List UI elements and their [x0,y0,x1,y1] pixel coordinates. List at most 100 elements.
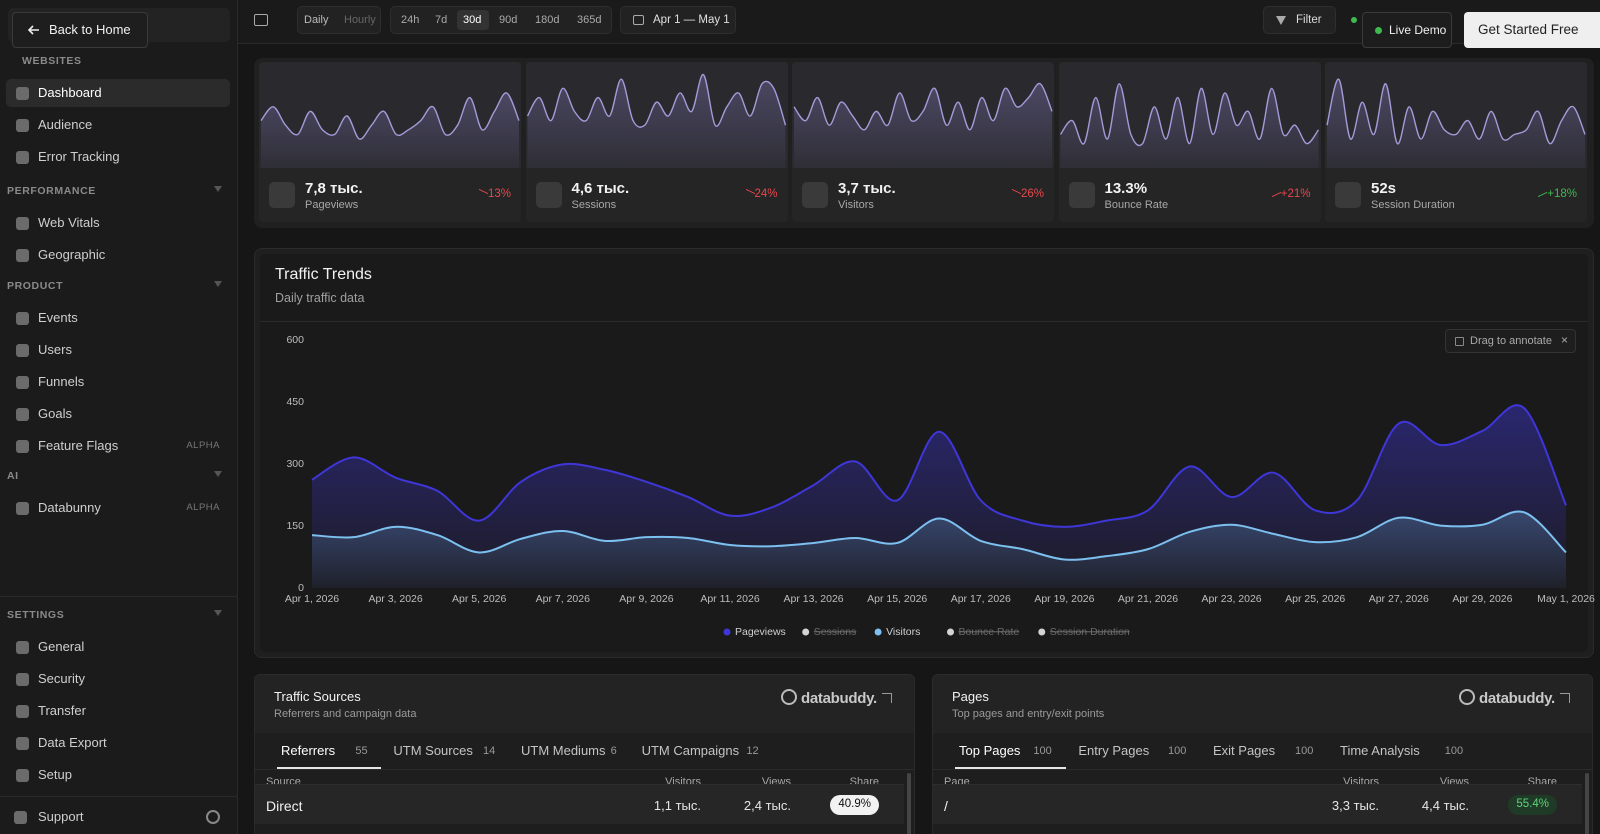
nav-item[interactable]: Dashboard [6,79,230,107]
tab-label: Time Analysis [1340,743,1420,758]
support-item[interactable]: Support [6,803,230,831]
nav-label: General [38,639,85,654]
metric-card: 52s Session Duration +18% [1325,62,1587,222]
trend-arrow [479,188,488,200]
y-tick-label: 300 [286,458,304,470]
tab[interactable]: Entry Pages 100 [1074,733,1201,769]
y-tick-label: 150 [286,520,304,532]
icon [16,217,29,230]
table-card: Traffic Sources Referrers and campaign da… [254,674,915,834]
x-tick-label: May 1, 2026 [1537,593,1595,605]
back-label: Back to Home [49,22,131,37]
tab[interactable]: Top Pages 100 [955,733,1067,769]
x-tick-label: Apr 21, 2026 [1118,593,1178,605]
legend-label[interactable]: Pageviews [735,626,786,638]
legend-label[interactable]: Sessions [814,626,857,638]
tab-label: UTM Campaigns [641,743,740,758]
icon [16,737,29,750]
x-tick-label: Apr 17, 2026 [951,593,1011,605]
tab[interactable]: Exit Pages 100 [1209,733,1328,769]
legend-swatch [874,628,882,636]
nav-item[interactable]: General [6,633,230,661]
sparkline-bg [259,62,521,168]
metric-label: Visitors [838,199,874,211]
metric-icon [802,182,828,208]
column-header: Source [266,776,301,788]
icon [16,502,29,515]
metrics-wrap [254,58,1594,228]
tab-count: 100 [1033,745,1052,757]
nav-label: Data Export [38,735,107,750]
icon [16,249,29,262]
metric-change: 26% [1020,188,1044,200]
x-tick-label: Apr 25, 2026 [1285,593,1345,605]
legend-label[interactable]: Session Duration [1050,626,1130,638]
metric-change: 13% [487,188,511,200]
nav-item[interactable]: Error Tracking [6,143,230,171]
icon [16,376,29,389]
table-row[interactable] [933,784,1582,824]
legend-swatch [723,628,731,636]
metric-label: Session Duration [1371,199,1455,211]
sparkline [260,92,520,140]
nav-item[interactable]: Setup [6,761,230,789]
nav-item[interactable]: Transfer [6,697,230,725]
tab-count: 100 [1167,745,1187,757]
icon [16,87,29,100]
section-title: SETTINGS [7,609,65,621]
column-header: Share [1527,776,1557,788]
legend-label[interactable]: Bounce Rate [959,626,1020,638]
nav-item[interactable]: Geographic [6,241,230,269]
arrow-icon [27,25,39,35]
nav-label: Dashboard [38,85,102,100]
tab-count: 12 [746,745,759,757]
x-tick-label: Apr 19, 2026 [1034,593,1094,605]
card-title: Pages [952,689,989,704]
annotate-button[interactable]: Drag to annotate × [1445,329,1576,353]
nav-item[interactable]: Goals [6,400,230,428]
tab[interactable]: UTM Campaigns 12 [638,733,773,769]
back-button[interactable]: Back to Home [12,12,148,48]
table-row[interactable] [255,784,904,824]
theme-toggle[interactable] [206,810,220,824]
nav-item[interactable]: Security [6,665,230,693]
nav-item[interactable]: Data Export [6,729,230,757]
nav-item[interactable]: Events [6,304,230,332]
nav-item[interactable]: Funnels [6,368,230,396]
x-tick-label: Apr 11, 2026 [700,593,760,605]
icon [16,440,29,453]
expand-icon[interactable] [1560,693,1570,703]
x-tick-label: Apr 29, 2026 [1452,593,1512,605]
metric-card: 3,7 тыс. Visitors 26% [792,62,1054,222]
row-label: / [944,798,948,814]
nav-item[interactable]: Feature Flags ALPHA [6,432,230,460]
tab[interactable]: Referrers 55 [277,733,382,769]
nav-label: Audience [38,117,93,132]
nav-item[interactable]: Users [6,336,230,364]
metric-label: Pageviews [305,199,359,211]
tab[interactable]: UTM Mediums 6 [517,733,630,769]
series-line [311,404,1567,528]
divider [260,321,1588,322]
metric-card: 13.3% Bounce Rate +21% [1058,62,1321,222]
card-title: Traffic Sources [274,689,361,704]
tab[interactable]: Time Analysis 100 [1336,733,1478,769]
tab-label: Entry Pages [1078,743,1150,758]
icon [14,811,27,824]
expand-icon[interactable] [882,693,892,703]
nav-item[interactable]: Audience [6,111,230,139]
annotate-label: Drag to annotate [1470,335,1552,347]
chart-title: Traffic Trends [275,266,372,283]
metric-icon [269,182,295,208]
topbar [238,0,1600,44]
nav-item[interactable]: Databunny ALPHA [6,494,230,522]
share-pill: 55.4% [1508,795,1557,815]
legend-label[interactable]: Visitors [886,626,920,638]
nav-item[interactable]: Web Vitals [6,209,230,237]
tab[interactable]: UTM Sources 14 [389,733,509,769]
scrollbar [907,773,911,834]
legend-swatch [1038,628,1046,636]
y-tick-label: 0 [298,582,304,594]
metric-change: +21% [1280,188,1311,200]
y-tick-label: 450 [286,396,304,408]
